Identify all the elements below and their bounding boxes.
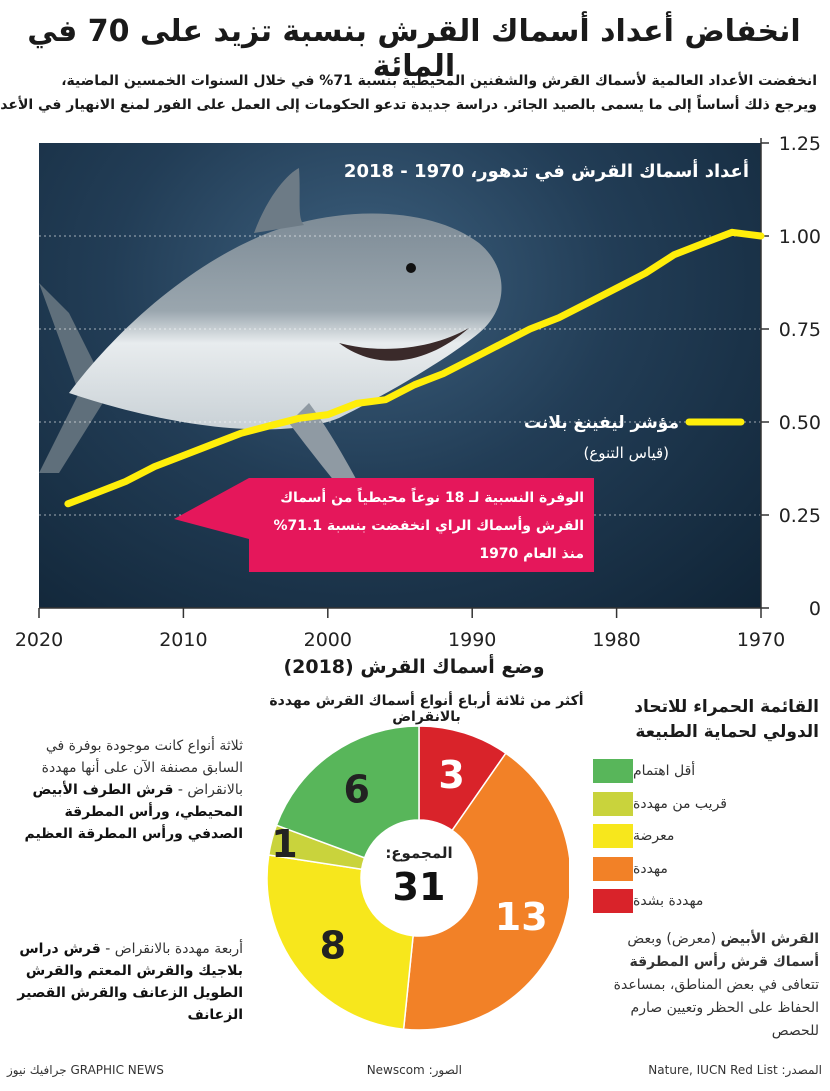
donut-slice [276, 725, 421, 859]
note-hammerhead: أسماك قرش رأس المطرقة [630, 954, 820, 970]
note-text-2: تتعافى في بعض المناطق، بمساعدة الحفاظ عل… [614, 977, 820, 1039]
critical-note: ثلاثة أنواع كانت موجودة بوفرة في السابق … [8, 735, 244, 845]
y-tick-label: 0.25 [780, 505, 822, 527]
donut-slice-label: 8 [321, 924, 347, 968]
legend-label: أقل اهتمام [634, 763, 697, 779]
legend-label: مهددة بشدة [634, 893, 705, 909]
shark-mouth [340, 328, 470, 361]
donut-total-label: المجموع: [386, 844, 453, 862]
legend-item-vulnerable: معرضة [594, 823, 814, 849]
intro-line-2: ويرجع ذلك أساساً إلى ما يسمى بالصيد الجا… [0, 97, 818, 113]
footer-credit: GRAPHIC NEWS جرافيك نيوز [8, 1063, 165, 1077]
callout-line-2: القرش وأسماك الراي انخفضت بنسبة 71.1% [274, 516, 585, 535]
legend-item-endangered: مهددة [594, 856, 814, 882]
x-tick-label: 1990 [449, 629, 497, 651]
donut-hole [362, 820, 478, 936]
endangered-note-species: قرش دراس بلاجيك والقرش المعتم والقرش الط… [18, 941, 244, 1023]
endangered-note-intro: أربعة مهددة بالانقراض - [106, 941, 244, 957]
line-chart: 0 0.25 0.50 0.75 1.00 1.25 1970 1980 1990 2000 20… [16, 133, 822, 651]
recovery-note: القرش الأبيض (معرض) وبعض أسماك قرش رأس ا… [590, 928, 820, 1043]
footer: المصدر: Nature, IUCN Red List الصور: New… [8, 1063, 823, 1083]
footer-source: المصدر: Nature, IUCN Red List [649, 1063, 823, 1077]
legend-label: قريب من مهددة [634, 796, 728, 812]
section-title: وضع أسماك القرش (2018) [284, 656, 546, 678]
chart-title: أعداد أسماك القرش في تدهور، 1970 - 2018 [345, 159, 750, 182]
legend-series-name: مؤشر ليفينغ بلانت [525, 413, 680, 433]
callout-line-3: منذ العام 1970 [480, 546, 585, 562]
legend-item-least-concern: أقل اهتمام [594, 758, 814, 784]
donut-slice-label: 13 [496, 895, 549, 939]
endangered-note: أربعة مهددة بالانقراض - قرش دراس بلاجيك … [8, 938, 244, 1026]
legend-series-subtitle: (قياس التنوع) [584, 444, 670, 462]
shark-body [70, 213, 503, 430]
note-text-1: (معرض) وبعض [628, 931, 722, 947]
shark-dorsal-fin [255, 168, 305, 233]
callout-line-1: الوفرة النسبية لـ 18 نوعاً محيطياً من أس… [281, 487, 585, 506]
donut-slice-label: 6 [345, 768, 371, 812]
shark-illustration [40, 168, 503, 543]
x-tick-label: 2020 [16, 629, 64, 651]
y-tick-label: 0.50 [780, 412, 822, 434]
donut-chart: 3 13 8 1 6 المجموع: 31 [267, 725, 570, 1031]
legend-swatch-red [594, 889, 634, 913]
legend-swatch-lime [594, 792, 634, 816]
donut-total-value: 31 [394, 865, 447, 909]
legend-title-line-2: الدولي لحماية الطبيعة [636, 722, 820, 742]
critical-note-species: قرش الطرف الأبيض المحيطي، ورأس المطرقة ا… [25, 782, 244, 842]
y-tick-label: 1.00 [780, 226, 822, 248]
legend-swatch-yellow [594, 824, 634, 848]
donut-slice-label: 3 [439, 753, 465, 797]
x-tick-label: 2000 [305, 629, 353, 651]
shark-eye [407, 263, 417, 273]
x-tick-label: 2010 [160, 629, 208, 651]
donut-slice-label: 1 [272, 822, 298, 866]
legend-swatch-orange [594, 857, 634, 881]
legend-item-near-threatened: قريب من مهددة [594, 791, 814, 817]
legend-title: القائمة الحمراء للاتحاد الدولي لحماية ال… [590, 695, 820, 745]
y-tick-label: 1.25 [780, 133, 822, 155]
page-title: انخفاض أعداد أسماك القرش بنسبة تزيد على … [28, 14, 802, 84]
x-tick-label: 1970 [738, 629, 786, 651]
donut-title: أكثر من ثلاثة أرباع أنواع أسماك القرش مه… [270, 693, 585, 725]
living-planet-index-line [65, 228, 766, 508]
x-tick-label: 1980 [593, 629, 641, 651]
legend-item-critically-endangered: مهددة بشدة [594, 888, 814, 914]
critical-note-intro: ثلاثة أنواع كانت موجودة بوفرة في السابق … [42, 738, 244, 798]
note-white-shark: القرش الأبيض [721, 931, 820, 947]
y-tick-label: 0 [810, 598, 822, 620]
intro-line-1: انخفضت الأعداد العالمية لأسماك القرش وال… [62, 73, 818, 89]
legend-swatch-green [594, 759, 634, 783]
legend-title-line-1: القائمة الحمراء للاتحاد [635, 697, 820, 717]
y-tick-label: 0.75 [780, 319, 822, 341]
footer-photos: الصور: Newscom [367, 1063, 463, 1077]
shark-tail-fin [40, 283, 110, 473]
callout-box: الوفرة النسبية لـ 18 نوعاً محيطياً من أس… [175, 478, 595, 572]
legend-label: مهددة [634, 861, 669, 877]
legend-label: معرضة [634, 828, 676, 844]
